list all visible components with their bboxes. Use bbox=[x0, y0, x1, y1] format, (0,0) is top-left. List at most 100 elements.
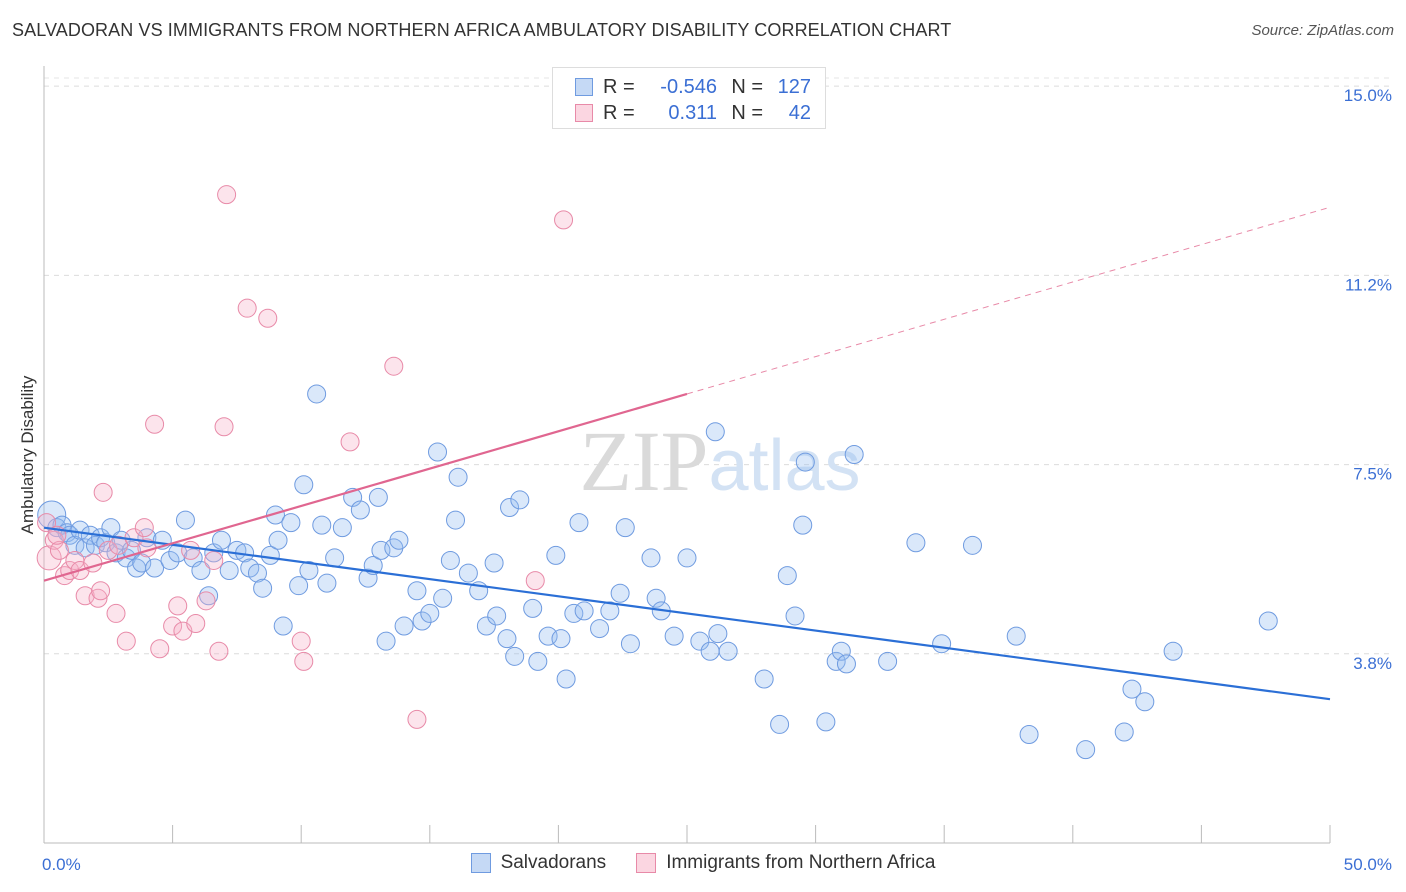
salvadoran-point bbox=[247, 563, 267, 583]
legend-row-immigrants: R = 0.311 N = 42 bbox=[575, 101, 811, 125]
salvadoran-point bbox=[433, 588, 453, 608]
salvadoran-point bbox=[510, 490, 530, 510]
immigrant-point bbox=[209, 641, 229, 661]
immigrants-trendline bbox=[43, 392, 688, 582]
x-tick-label: 0.0% bbox=[42, 855, 81, 874]
salvadoran-point bbox=[428, 442, 448, 462]
salvadoran-point bbox=[299, 561, 319, 581]
salvadoran-point bbox=[690, 631, 710, 651]
immigrant-point bbox=[93, 482, 113, 502]
source-label: Source: ZipAtlas.com bbox=[1251, 22, 1394, 39]
salvadoran-point bbox=[700, 641, 720, 661]
immigrant-point bbox=[181, 540, 201, 560]
immigrant-point bbox=[44, 530, 64, 550]
salvadoran-point bbox=[273, 616, 293, 636]
legend-row-salvadorans: R = -0.546 N = 127 bbox=[575, 75, 811, 99]
immigrant-point bbox=[196, 591, 216, 611]
n-label: N = bbox=[731, 75, 763, 98]
salvadoran-point bbox=[777, 566, 797, 586]
salvadoran-point bbox=[844, 445, 864, 464]
salvadoran-point bbox=[389, 530, 409, 550]
salvadoran-point bbox=[718, 641, 738, 661]
immigrant-point bbox=[134, 518, 154, 538]
immigrant-point bbox=[214, 417, 234, 437]
salvadorans-legend-swatch bbox=[470, 853, 491, 873]
n-value: 42 bbox=[788, 101, 811, 124]
immigrants-swatch bbox=[575, 104, 593, 122]
salvadoran-point bbox=[420, 603, 440, 623]
salvadoran-point bbox=[1019, 725, 1039, 745]
salvadoran-point bbox=[294, 475, 314, 495]
y-tick-label: 7.5% bbox=[1353, 465, 1392, 484]
salvadoran-point bbox=[1114, 722, 1134, 742]
salvadoran-point bbox=[307, 384, 327, 404]
salvadoran-point bbox=[325, 548, 345, 568]
immigrant-point bbox=[237, 298, 257, 318]
salvadoran-point bbox=[551, 629, 571, 649]
salvadoran-point bbox=[368, 487, 388, 507]
salvadoran-point bbox=[289, 576, 309, 596]
salvadoran-point bbox=[281, 513, 301, 533]
immigrant-point bbox=[116, 631, 136, 651]
salvadoran-point bbox=[906, 533, 926, 553]
y-tick-label: 11.2% bbox=[1345, 275, 1392, 294]
x-tick-label: 50.0% bbox=[1344, 855, 1392, 874]
immigrant-point bbox=[186, 614, 206, 634]
immigrant-point bbox=[36, 545, 62, 571]
immigrant-point bbox=[163, 616, 183, 636]
salvadorans-swatch bbox=[575, 78, 593, 96]
immigrant-point bbox=[217, 185, 237, 205]
salvadoran-point bbox=[199, 586, 219, 606]
salvadoran-point bbox=[175, 510, 195, 530]
salvadoran-point bbox=[145, 558, 165, 578]
salvadoran-point bbox=[268, 530, 288, 550]
salvadoran-point bbox=[458, 563, 478, 583]
immigrant-point bbox=[291, 631, 311, 651]
immigrant-point bbox=[384, 356, 404, 376]
salvadoran-point bbox=[615, 518, 635, 538]
salvadoran-point bbox=[211, 530, 231, 550]
immigrant-point bbox=[98, 540, 118, 560]
salvadoran-point bbox=[1135, 692, 1155, 712]
salvadoran-point bbox=[836, 654, 856, 674]
immigrant-point bbox=[145, 414, 165, 434]
n-label: N = bbox=[731, 101, 763, 124]
salvadoran-point bbox=[440, 550, 460, 570]
salvadoran-point bbox=[646, 588, 666, 608]
legend-item-immigrants[interactable]: Immigrants from Northern Africa bbox=[636, 852, 935, 874]
salvadoran-point bbox=[497, 629, 517, 649]
salvadoran-point bbox=[1076, 740, 1096, 760]
salvadoran-point bbox=[1122, 679, 1142, 699]
immigrant-point bbox=[294, 651, 314, 671]
salvadorans-trendline bbox=[43, 526, 1331, 701]
immigrant-point bbox=[340, 432, 360, 452]
r-label: R = bbox=[603, 101, 635, 124]
immigrant-point bbox=[168, 596, 188, 616]
salvadoran-point bbox=[376, 631, 396, 651]
salvadoran-point bbox=[816, 712, 836, 732]
salvadoran-point bbox=[962, 535, 982, 555]
salvadoran-point bbox=[253, 578, 273, 598]
immigrant-point bbox=[150, 639, 170, 659]
salvadoran-point bbox=[484, 553, 504, 573]
immigrants-legend-swatch bbox=[636, 853, 657, 873]
salvadoran-point bbox=[569, 513, 589, 533]
immigrant-point bbox=[525, 571, 545, 591]
watermark: ZIPatlas bbox=[579, 413, 860, 509]
salvadoran-point bbox=[770, 714, 790, 734]
salvadoran-point bbox=[641, 548, 661, 568]
immigrants-trendline-extension bbox=[686, 206, 1331, 395]
series-legend: Salvadorans Immigrants from Northern Afr… bbox=[0, 852, 1406, 874]
correlation-legend: R = -0.546 N = 127 R = 0.311 N = 42 bbox=[552, 67, 826, 129]
salvadoran-point bbox=[1258, 611, 1278, 631]
legend-item-salvadorans[interactable]: Salvadorans bbox=[470, 852, 606, 874]
immigrant-point bbox=[554, 210, 574, 230]
salvadoran-point bbox=[476, 616, 496, 636]
salvadoran-point bbox=[795, 452, 815, 472]
salvadoran-point bbox=[677, 548, 697, 568]
salvadoran-point bbox=[1006, 626, 1026, 646]
salvadoran-point bbox=[705, 422, 725, 442]
salvadoran-point bbox=[523, 598, 543, 618]
chart-title: SALVADORAN VS IMMIGRANTS FROM NORTHERN A… bbox=[12, 20, 952, 40]
